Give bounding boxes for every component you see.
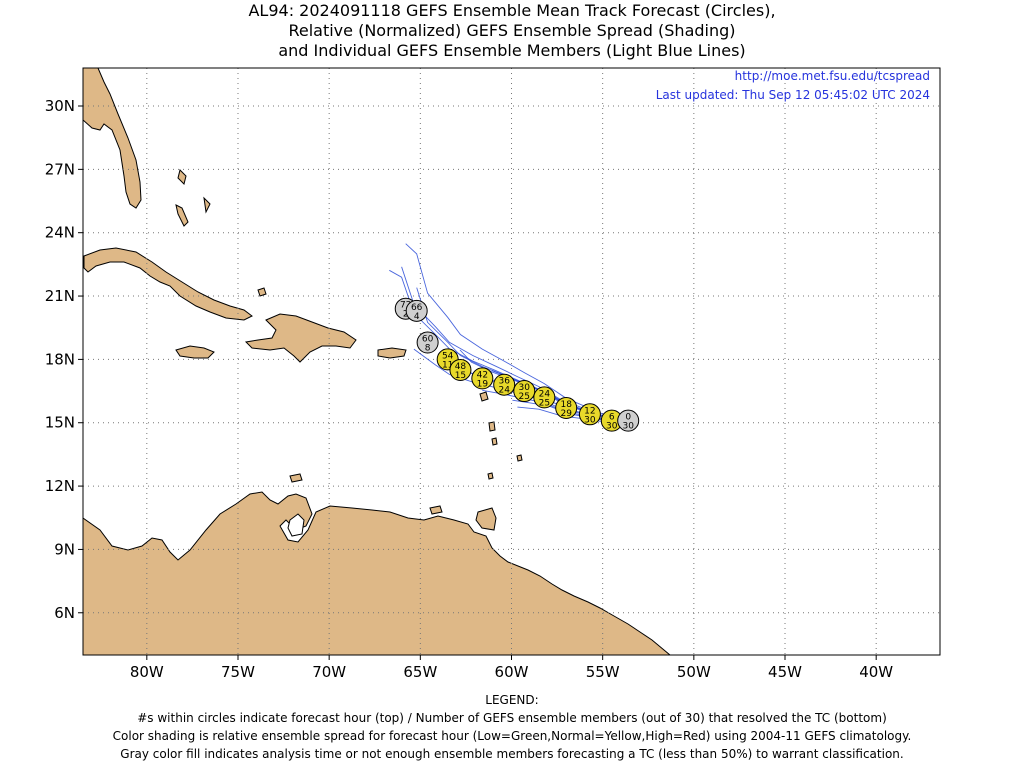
member-count-label: 24 xyxy=(498,386,510,396)
lat-tick-label: 18N xyxy=(45,350,75,368)
member-count-label: 2 xyxy=(403,310,409,320)
forecast-hour-label: 0 xyxy=(625,413,631,423)
lake-maracaibo xyxy=(287,513,305,537)
lon-tick-label: 75W xyxy=(221,663,255,681)
forecast-hour-label: 36 xyxy=(498,377,510,387)
forecast-hour-label: 12 xyxy=(584,406,595,416)
land-south-america xyxy=(83,491,671,655)
lat-tick-label: 9N xyxy=(54,540,75,558)
legend-heading: LEGEND: xyxy=(485,693,539,707)
forecast-circle-fill xyxy=(405,299,428,322)
lat-tick-label: 12N xyxy=(45,477,75,495)
member-count-label: 15 xyxy=(455,371,466,381)
forecast-circle-fill xyxy=(578,403,601,426)
lon-tick-label: 70W xyxy=(312,663,346,681)
lon-tick-label: 45W xyxy=(768,663,802,681)
forecast-circle-fill xyxy=(416,331,439,354)
land-st-lucia xyxy=(491,437,498,446)
land-puerto-rico xyxy=(377,347,407,359)
forecast-hour-label: 30 xyxy=(519,383,531,393)
member-count-label: 25 xyxy=(519,392,530,402)
land-turks-caicos xyxy=(257,287,267,297)
legend-line-3: Gray color fill indicates analysis time … xyxy=(120,747,904,761)
land-guadeloupe xyxy=(479,391,489,402)
land-barbados xyxy=(516,454,523,462)
forecast-hour-label: 54 xyxy=(442,351,454,361)
member-count-label: 4 xyxy=(414,312,420,322)
member-count-label: 11 xyxy=(442,360,453,370)
forecast-hour-label: 66 xyxy=(411,303,423,313)
land-abc-islands xyxy=(289,473,303,483)
forecast-circle-fill xyxy=(493,373,516,396)
land-masses xyxy=(83,68,671,655)
forecast-hour-label: 42 xyxy=(477,370,488,380)
forecast-circle-fill xyxy=(617,409,640,432)
axis-ticks: 30N 27N 24N 21N 18N 15N 12N 9N 6N 80W 75W 70W 65W 60W… xyxy=(45,97,894,681)
land-bahamas-2 xyxy=(177,169,187,185)
forecast-hour-label: 24 xyxy=(539,389,551,399)
forecast-circle-fill xyxy=(555,396,578,419)
land-jamaica xyxy=(175,345,215,359)
forecast-circle: 608 xyxy=(416,331,439,354)
land-florida xyxy=(83,68,142,209)
lat-tick-label: 15N xyxy=(45,414,75,432)
forecast-hour-label: 18 xyxy=(560,400,572,410)
member-count-label: 30 xyxy=(584,415,596,425)
forecast-circle: 630 xyxy=(600,409,623,432)
forecast-circle-fill xyxy=(533,386,556,409)
land-martinique xyxy=(488,421,496,432)
land-bahamas-3 xyxy=(203,196,211,214)
title-line-3: and Individual GEFS Ensemble Members (Li… xyxy=(278,41,746,60)
land-trinidad xyxy=(475,507,497,531)
lon-tick-label: 60W xyxy=(495,663,529,681)
land-cuba xyxy=(83,247,253,321)
legend-line-2: Color shading is relative ensemble sprea… xyxy=(112,729,912,743)
lat-tick-label: 30N xyxy=(45,97,75,115)
member-count-label: 25 xyxy=(539,398,550,408)
lat-tick-label: 27N xyxy=(45,160,75,178)
legend-line-1: #s within circles indicate forecast hour… xyxy=(137,711,887,725)
member-count-label: 8 xyxy=(425,343,431,353)
member-count-label: 19 xyxy=(477,379,489,389)
legend: LEGEND: #s within circles indicate forec… xyxy=(0,691,1024,763)
forecast-circle: 030 xyxy=(617,409,640,432)
lat-tick-label: 21N xyxy=(45,287,75,305)
lat-tick-label: 6N xyxy=(54,604,75,622)
forecast-circle-fill xyxy=(449,358,472,381)
forecast-hour-label: 6 xyxy=(609,413,615,423)
forecast-circle-fill xyxy=(513,380,536,403)
lon-tick-label: 40W xyxy=(859,663,893,681)
title-line-1: AL94: 2024091118 GEFS Ensemble Mean Trac… xyxy=(248,1,776,20)
source-url[interactable]: http://moe.met.fsu.edu/tcspread xyxy=(735,69,930,83)
chart-title: AL94: 2024091118 GEFS Ensemble Mean Trac… xyxy=(0,1,1024,61)
last-updated: Last updated: Thu Sep 12 05:45:02 UTC 20… xyxy=(656,88,930,102)
land-hispaniola xyxy=(244,313,357,363)
member-count-label: 30 xyxy=(606,422,618,432)
forecast-hour-label: 60 xyxy=(422,334,434,344)
member-count-label: 30 xyxy=(622,422,634,432)
lon-tick-label: 50W xyxy=(677,663,711,681)
lon-tick-label: 80W xyxy=(130,663,164,681)
land-bahamas-1 xyxy=(175,204,189,227)
lon-tick-label: 55W xyxy=(586,663,620,681)
member-count-label: 29 xyxy=(560,409,572,419)
land-margarita xyxy=(429,505,443,515)
forecast-circle: 664 xyxy=(405,299,428,322)
forecast-circle-fill xyxy=(471,367,494,390)
land-grenada xyxy=(487,472,494,480)
lat-tick-label: 24N xyxy=(45,224,75,242)
forecast-hour-label: 48 xyxy=(455,362,467,372)
lon-tick-label: 65W xyxy=(403,663,437,681)
title-line-2: Relative (Normalized) GEFS Ensemble Spre… xyxy=(288,21,736,40)
forecast-hour-label: 72 xyxy=(400,301,411,311)
